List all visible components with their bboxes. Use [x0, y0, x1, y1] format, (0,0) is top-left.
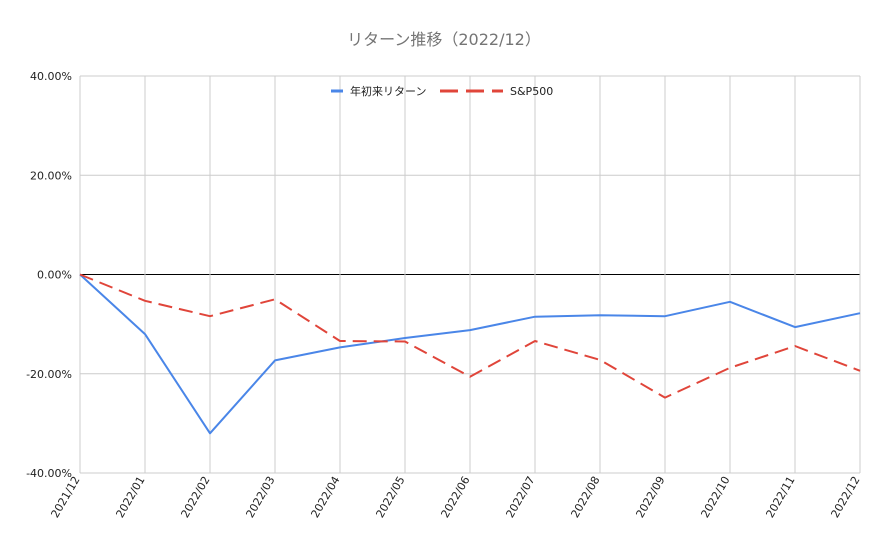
x-tick-label: 2022/08 [568, 474, 602, 520]
y-tick-label: -40.00% [26, 467, 72, 480]
y-tick-label: -20.00% [26, 368, 72, 381]
series-line-1 [79, 273, 861, 435]
x-tick-label: 2022/05 [373, 474, 407, 520]
x-tick-label: 2022/07 [503, 474, 537, 520]
x-tick-label: 2022/11 [763, 474, 797, 520]
x-tick-label: 2022/09 [633, 474, 667, 520]
x-tick-label: 2022/04 [308, 474, 342, 520]
x-tick-label: 2022/10 [698, 474, 732, 520]
grid [79, 75, 861, 474]
legend-label-series-2: S&P500 [510, 85, 553, 98]
x-tick-label: 2022/03 [243, 474, 277, 520]
x-tick-label: 2021/12 [48, 474, 82, 520]
y-tick-label: 0.00% [37, 269, 72, 282]
y-tick-label: 20.00% [30, 169, 72, 182]
x-tick-label: 2022/02 [178, 474, 212, 520]
legend: 年初来リターン S&P500 [331, 84, 553, 98]
series-line-2 [79, 273, 861, 399]
y-tick-label: 40.00% [30, 70, 72, 83]
x-tick-label: 2022/12 [828, 474, 862, 520]
legend-label-series-1: 年初来リターン [350, 84, 426, 98]
x-tick-label: 2022/06 [438, 474, 472, 520]
axes: 40.00% 20.00% 0.00% -20.00% -40.00%2021/12 20… [26, 70, 863, 520]
series-lines [79, 273, 861, 435]
chart-title: リターン推移（2022/12） [347, 30, 541, 49]
x-tick-label: 2022/01 [113, 474, 147, 520]
